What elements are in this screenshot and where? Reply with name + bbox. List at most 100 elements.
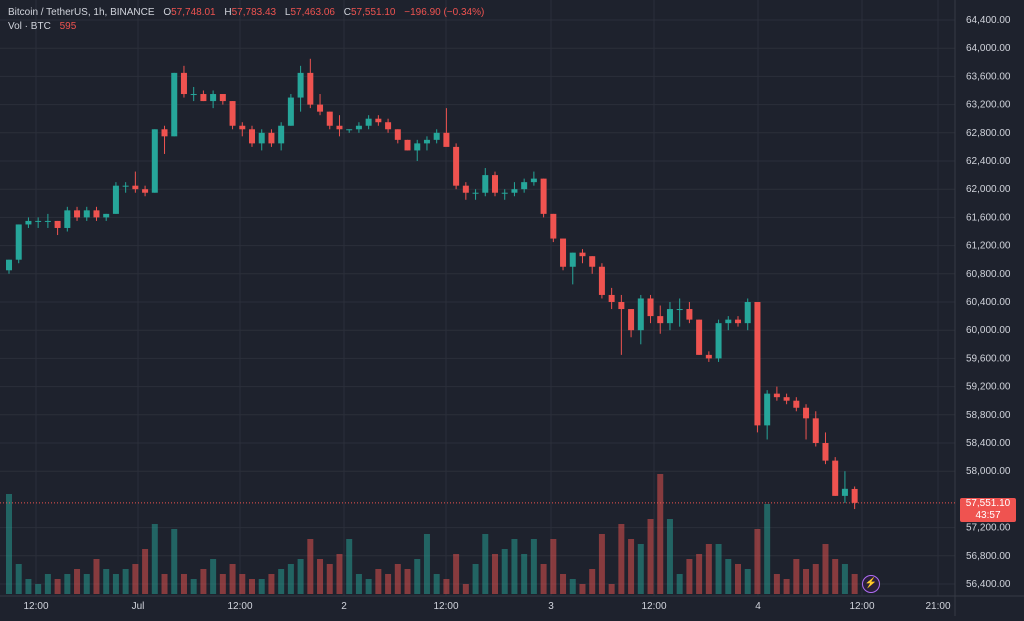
candle-body [569, 252, 576, 267]
time-tick-label: Jul [132, 601, 145, 612]
volume-bar [725, 559, 732, 594]
price-tick-label: 62,400.00 [966, 156, 1011, 167]
candle-body [676, 309, 683, 311]
candle-body [287, 97, 294, 126]
volume-bar [355, 574, 362, 594]
volume-bar [851, 574, 858, 594]
time-tick-label: 2 [341, 601, 347, 612]
volume-bar [423, 534, 430, 594]
volume-bar [6, 494, 12, 594]
time-tick-label: 12:00 [849, 601, 874, 612]
volume-bar [103, 569, 110, 594]
legend-row-ohlc: Bitcoin / TetherUS, 1h, BINANCE O57,748.… [8, 6, 484, 20]
price-tick-label: 59,200.00 [966, 382, 1011, 393]
legend-row-volume: Vol · BTC 595 [8, 20, 484, 34]
volume-bar [171, 529, 178, 594]
volume-bar [511, 539, 518, 594]
volume-bar [462, 584, 469, 594]
volume-bar [15, 564, 22, 594]
volume-bar [346, 539, 353, 594]
candle-body [521, 182, 528, 190]
volume-bar [268, 574, 275, 594]
candle-body [112, 185, 119, 214]
candle-body [355, 125, 362, 130]
candle-body [822, 443, 829, 461]
volume-bar [44, 574, 51, 594]
candle-body [249, 129, 255, 144]
volume-bar [482, 534, 489, 594]
candle-body [375, 118, 382, 123]
volume-bar [569, 579, 576, 594]
candle-body [278, 125, 285, 144]
candle-body [482, 175, 489, 193]
candle-body [608, 294, 615, 302]
candle-body [122, 185, 129, 187]
candle-body [754, 302, 761, 426]
candle-body [365, 118, 372, 126]
candle-body [336, 125, 343, 130]
volume-bar [443, 579, 450, 594]
price-tick-label: 58,000.00 [966, 466, 1011, 477]
volume-bar [453, 554, 460, 594]
open-value: 57,748.01 [171, 7, 216, 18]
candle-body [589, 256, 596, 267]
volume-bar [628, 539, 635, 594]
volume-bar [151, 524, 158, 594]
candle-body [161, 129, 168, 137]
volume-bar [180, 574, 187, 594]
volume-bar [132, 564, 139, 594]
volume-bar [608, 584, 615, 594]
volume-bar [375, 569, 382, 594]
candle-body [715, 323, 722, 359]
candle-body [540, 178, 547, 214]
price-tick-label: 62,800.00 [966, 128, 1011, 139]
candle-body [511, 189, 518, 193]
candle-body [200, 94, 207, 102]
volume-bar [122, 569, 129, 594]
volume-bar [336, 554, 343, 594]
candle-body [462, 185, 469, 193]
low-value: 57,463.06 [290, 7, 335, 18]
volume-bar [841, 564, 848, 594]
price-tick-label: 59,600.00 [966, 353, 1011, 364]
price-tick-label: 58,400.00 [966, 438, 1011, 449]
price-tick-label: 64,400.00 [966, 15, 1011, 26]
volume-bar [297, 559, 304, 594]
volume-bar [35, 584, 42, 594]
volume-bar [705, 544, 712, 594]
candle-body [705, 354, 712, 359]
lightning-icon[interactable]: ⚡ [862, 575, 880, 593]
candle-body [210, 94, 217, 102]
volume-bar [74, 569, 81, 594]
volume-bar [365, 579, 372, 594]
volume-bar [696, 554, 703, 594]
candle-body [229, 101, 236, 126]
candle-body [735, 319, 741, 324]
candle-body [346, 129, 353, 131]
volume-bar [307, 539, 314, 594]
volume-bar [647, 519, 654, 594]
price-tick-label: 63,200.00 [966, 100, 1011, 111]
volume-value: 595 [59, 21, 77, 32]
candle-body [297, 72, 304, 98]
price-tick-label: 60,800.00 [966, 269, 1011, 280]
volume-bar [735, 564, 741, 594]
candle-body [74, 210, 81, 218]
volume-bar [83, 574, 90, 594]
symbol-label[interactable]: Bitcoin / TetherUS, 1h, BINANCE [8, 7, 155, 18]
time-tick-label: 12:00 [641, 601, 666, 612]
candle-body [44, 220, 51, 222]
close-label: C [343, 7, 351, 18]
candle-body [15, 224, 22, 260]
time-tick-label: 3 [548, 601, 554, 612]
price-tick-label: 60,400.00 [966, 297, 1011, 308]
volume-bar [822, 544, 829, 594]
volume-bar [25, 579, 32, 594]
volume-bar [93, 559, 100, 594]
volume-bar [540, 564, 547, 594]
volume-label[interactable]: Vol · BTC [8, 21, 51, 32]
volume-bar [317, 559, 324, 594]
volume-bar [54, 579, 61, 594]
